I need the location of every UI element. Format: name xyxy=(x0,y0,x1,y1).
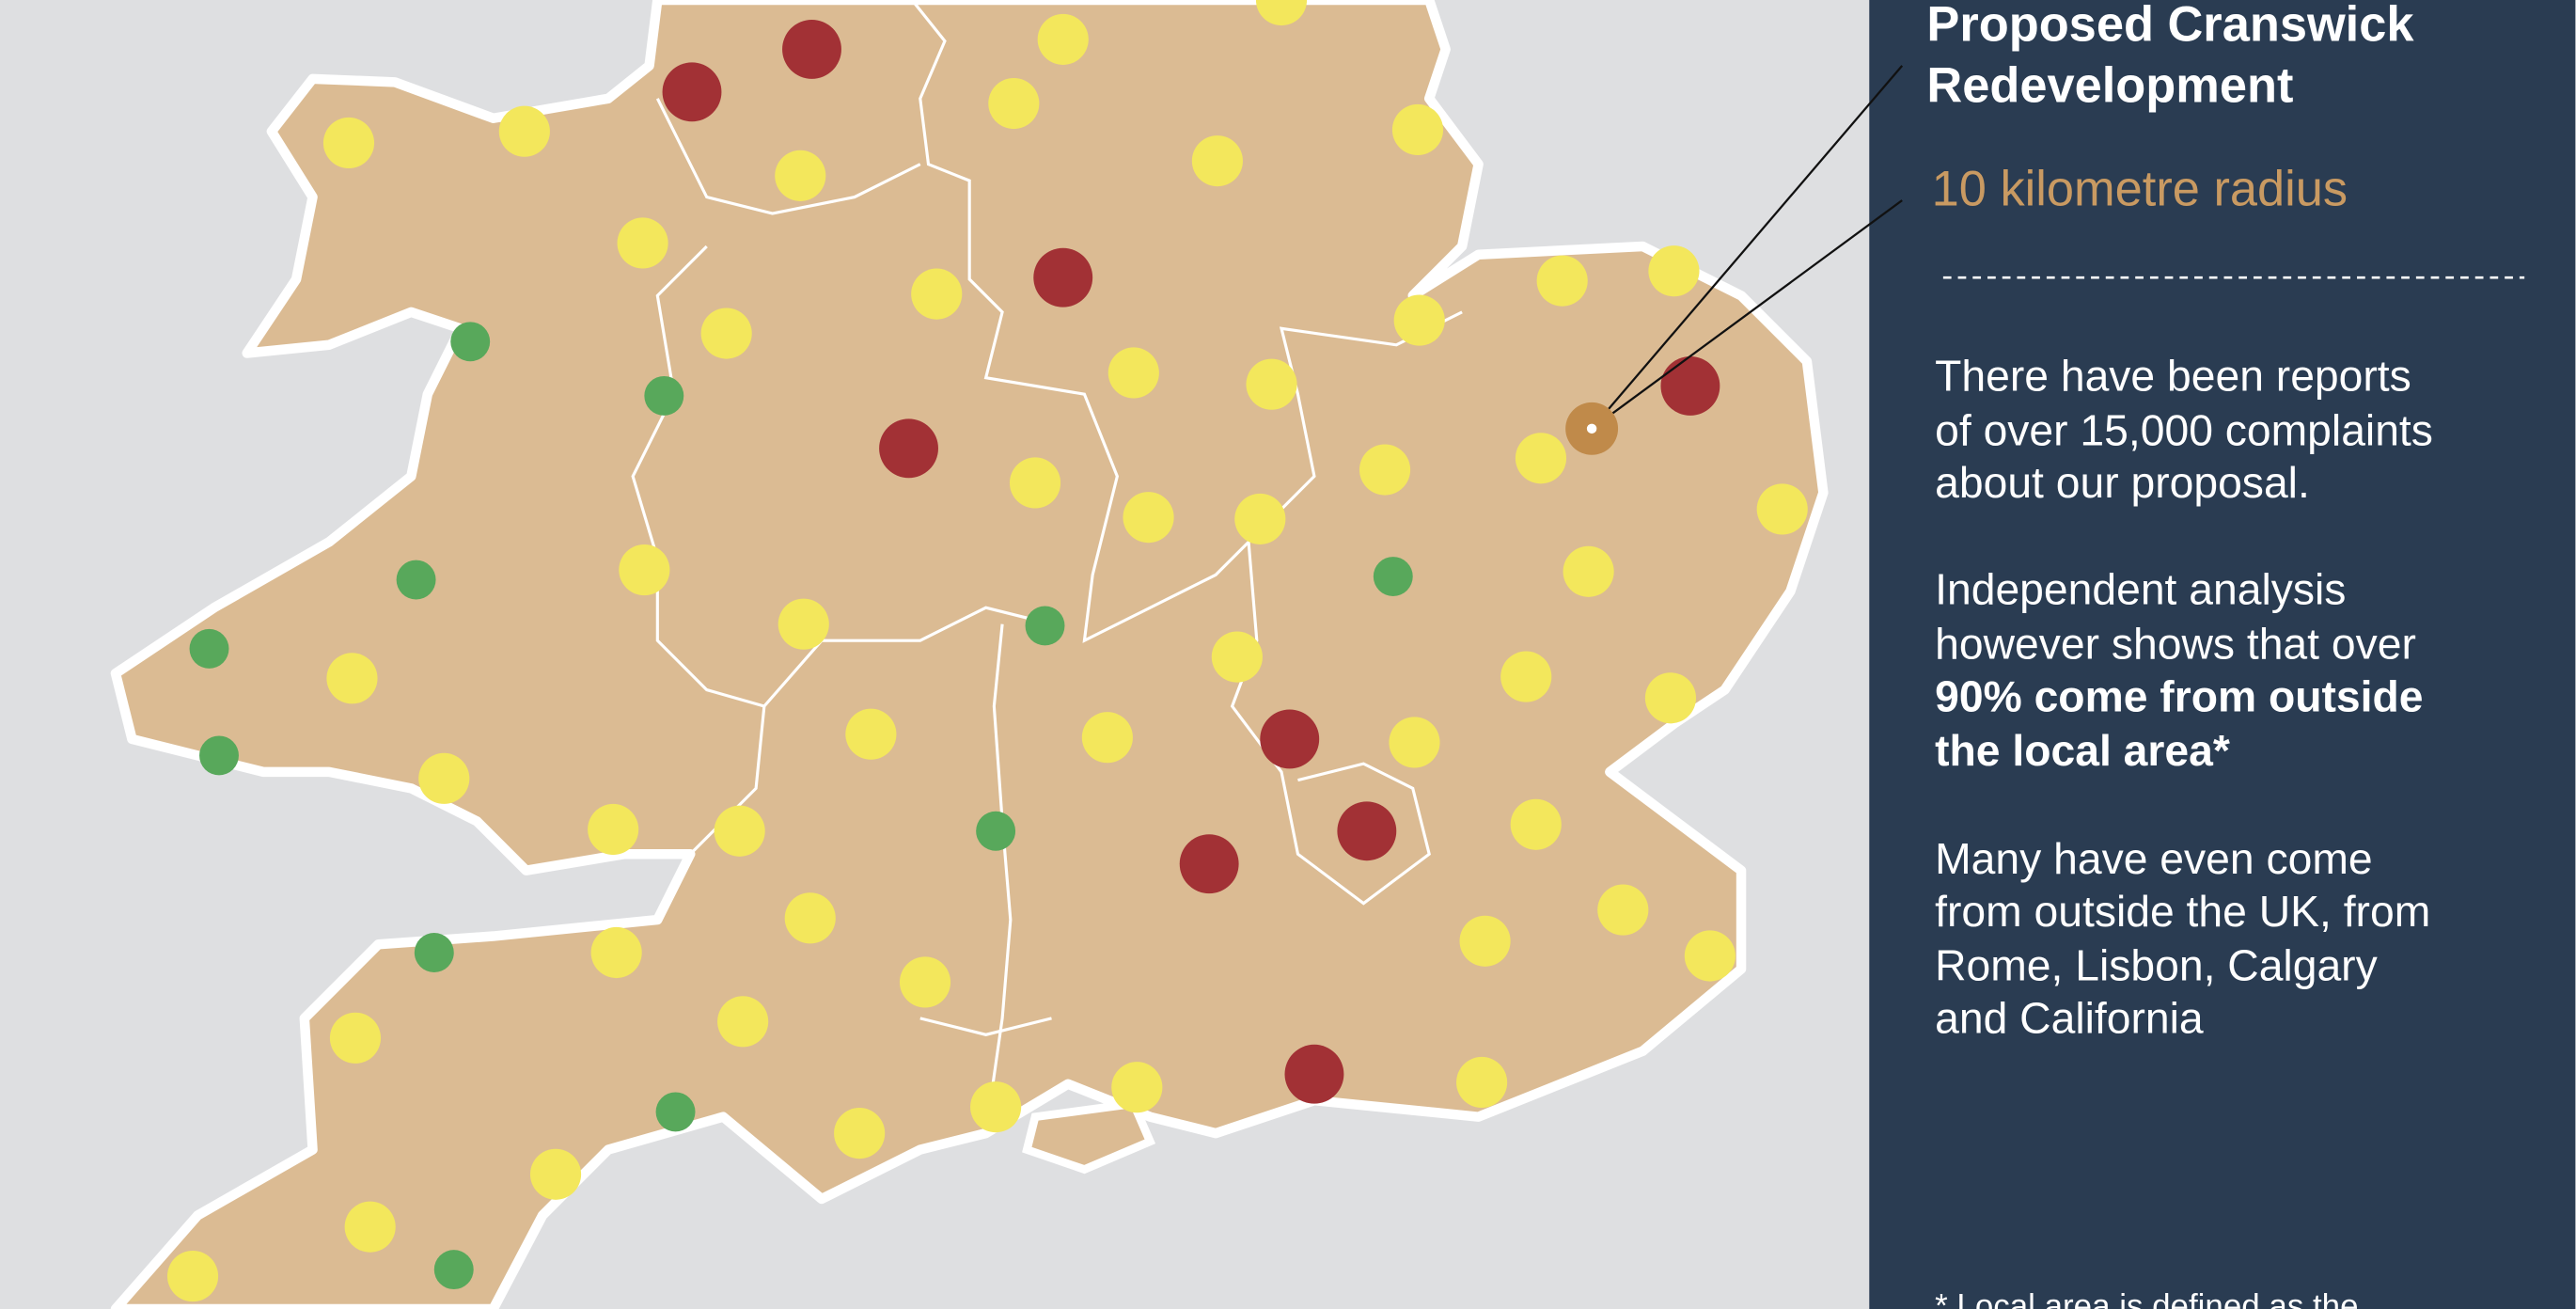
paragraph-line: Independent analysis xyxy=(1935,565,2346,614)
yellow-marker xyxy=(329,1012,382,1064)
yellow-marker xyxy=(1563,545,1614,597)
yellow-marker xyxy=(911,268,963,320)
yellow-marker xyxy=(529,1148,582,1200)
paragraph-line: Rome, Lisbon, Calgary xyxy=(1935,941,2378,990)
red-marker xyxy=(1660,356,1720,416)
red-marker xyxy=(1260,709,1320,769)
yellow-marker xyxy=(1648,245,1700,297)
yellow-marker xyxy=(344,1201,396,1253)
red-marker xyxy=(879,418,938,479)
paragraph-line: of over 15,000 complaints xyxy=(1935,405,2433,454)
yellow-marker xyxy=(899,956,951,1008)
green-marker xyxy=(199,735,239,776)
region-border xyxy=(910,0,1463,643)
yellow-marker xyxy=(166,1250,219,1302)
yellow-marker xyxy=(1459,915,1511,967)
yellow-marker xyxy=(619,544,670,596)
yellow-marker xyxy=(590,926,642,979)
yellow-marker xyxy=(700,308,752,359)
red-marker xyxy=(1284,1044,1344,1104)
panel-title: Proposed Cranswick xyxy=(1926,0,2414,53)
panel-title: Redevelopment xyxy=(1926,58,2293,113)
yellow-marker xyxy=(784,892,836,944)
green-marker xyxy=(414,933,454,972)
green-marker xyxy=(1373,557,1413,596)
yellow-marker xyxy=(1684,930,1736,982)
paragraph-line: and California xyxy=(1935,994,2204,1043)
green-marker xyxy=(976,811,1016,851)
yellow-marker xyxy=(1515,433,1567,484)
paragraph-line: Many have even come xyxy=(1935,834,2372,883)
yellow-marker xyxy=(1234,493,1286,544)
yellow-marker xyxy=(1391,103,1444,156)
region-border xyxy=(919,1017,1052,1036)
red-marker xyxy=(1033,247,1093,308)
proposed-site-center xyxy=(1586,423,1597,434)
panel-subtitle: 10 kilometre radius xyxy=(1932,162,2348,216)
side-panel xyxy=(1869,0,2576,1309)
yellow-marker xyxy=(1211,631,1263,683)
yellow-marker xyxy=(418,752,470,804)
yellow-marker xyxy=(1037,13,1089,65)
paragraph-line: There have been reports xyxy=(1935,352,2411,401)
yellow-marker xyxy=(845,708,897,760)
yellow-marker xyxy=(1191,135,1243,187)
callout-line xyxy=(1591,65,1904,430)
yellow-marker xyxy=(834,1108,886,1159)
red-marker xyxy=(1179,834,1239,894)
yellow-marker xyxy=(326,653,378,704)
yellow-marker xyxy=(1123,492,1174,544)
yellow-marker xyxy=(970,1081,1022,1133)
yellow-marker xyxy=(322,117,375,169)
green-marker xyxy=(655,1092,696,1132)
red-marker xyxy=(782,19,841,79)
paragraph-line: about our proposal. xyxy=(1935,458,2310,507)
yellow-marker xyxy=(498,105,550,157)
yellow-marker xyxy=(1597,884,1649,936)
yellow-marker xyxy=(1456,1056,1508,1109)
yellow-marker xyxy=(1009,457,1061,509)
red-marker xyxy=(1337,801,1397,861)
paragraph-line: however shows that over xyxy=(1935,619,2416,668)
yellow-marker xyxy=(1389,717,1440,768)
paragraph-line: 90% come from outside xyxy=(1935,671,2423,720)
yellow-marker xyxy=(778,598,829,650)
green-marker xyxy=(644,375,684,416)
yellow-marker xyxy=(717,996,769,1048)
yellow-marker xyxy=(988,77,1040,130)
island xyxy=(1022,1098,1156,1175)
red-marker xyxy=(662,62,722,122)
yellow-marker xyxy=(1393,294,1445,346)
region-border xyxy=(689,705,766,856)
yellow-marker xyxy=(1255,0,1308,26)
yellow-marker xyxy=(775,150,826,201)
yellow-marker xyxy=(617,217,668,269)
green-marker xyxy=(189,628,229,669)
yellow-marker xyxy=(1107,347,1159,399)
green-marker xyxy=(450,322,491,362)
yellow-marker xyxy=(1246,358,1297,410)
yellow-marker xyxy=(1644,672,1697,724)
paragraph-line: the local area* xyxy=(1935,726,2230,775)
marker-layer xyxy=(166,0,1808,1302)
region-border xyxy=(655,98,921,215)
footnote: * Local area is defined as the xyxy=(1935,1288,2358,1309)
yellow-marker xyxy=(1536,255,1588,307)
yellow-marker xyxy=(588,803,639,856)
green-marker xyxy=(433,1250,474,1290)
yellow-marker xyxy=(1500,651,1552,702)
callout-line xyxy=(1591,199,1903,430)
yellow-marker xyxy=(1756,483,1808,535)
yellow-marker xyxy=(1359,444,1411,496)
yellow-marker xyxy=(714,805,765,857)
green-marker xyxy=(396,560,436,600)
paragraph-line: from outside the UK, from xyxy=(1935,887,2430,936)
region-border xyxy=(984,623,1013,1134)
yellow-marker xyxy=(1111,1062,1163,1113)
green-marker xyxy=(1025,606,1065,646)
yellow-marker xyxy=(1081,712,1133,764)
yellow-marker xyxy=(1510,798,1562,850)
